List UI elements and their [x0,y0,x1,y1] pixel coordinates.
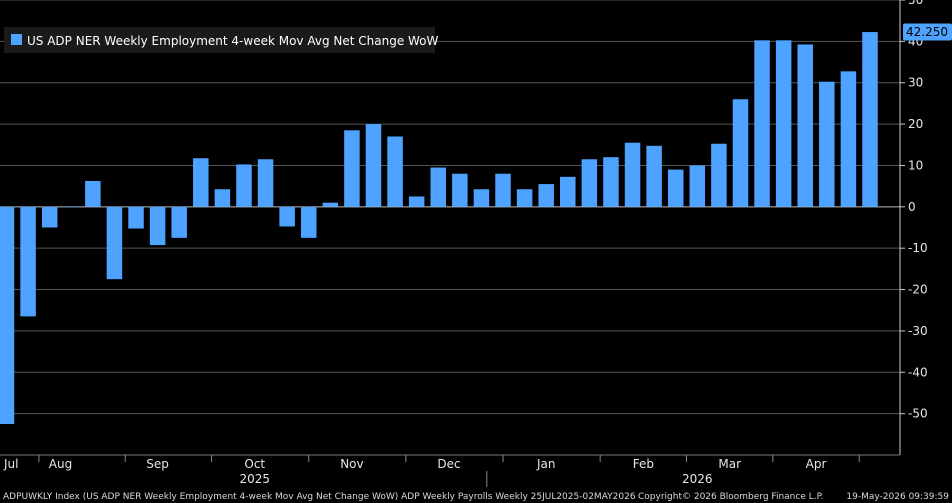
bar [344,130,360,207]
y-tick-label: 50 [908,0,923,7]
legend: US ADP NER Weekly Employment 4-week Mov … [4,27,439,53]
bar [387,136,403,207]
x-tick-label: Oct [244,457,265,471]
gridlines [0,0,900,415]
bar [365,124,382,207]
bar [646,145,662,207]
footer-copyright: Copyright© 2026 Bloomberg Finance L.P. [638,492,823,502]
bar [560,176,576,207]
bar [193,158,209,207]
bar [603,157,619,207]
legend-label: US ADP NER Weekly Employment 4-week Mov … [27,34,439,48]
legend-swatch [11,34,22,45]
y-tick-label: 30 [908,76,923,90]
bar [128,206,144,229]
bar [20,206,36,317]
bar [624,142,641,207]
y-tick-label: -10 [908,241,928,255]
bar [819,81,835,207]
bar [516,189,533,207]
x-year-label: 2025 [239,472,270,486]
bar [430,167,446,207]
bar [0,206,15,424]
footer-timestamp: 19-May-2026 09:39:59 [846,492,949,502]
footer-source: ADPUWKLY Index (US ADP NER Weekly Employ… [3,492,636,502]
x-year-label: 2026 [682,472,713,486]
legend-box [4,27,435,53]
y-tick-label: -50 [908,407,928,421]
bar [63,206,80,208]
bar [581,159,598,207]
y-tick-label: 0 [908,200,916,214]
x-tick-label: Aug [49,457,72,471]
x-tick-label: Apr [806,457,827,471]
bar [171,206,187,238]
last-value-text: 42.250 [906,25,948,39]
bar [279,206,295,227]
bar [214,189,231,207]
bar [300,206,317,238]
bar [797,44,813,207]
y-tick-label: 20 [908,117,923,131]
bar [452,173,468,207]
bar [322,202,339,207]
bar [667,169,684,207]
x-axis: Jul Aug Sep Oct Nov Dec Jan Feb Mar Apr 2025 2026 [0,454,900,487]
x-tick-label: Jul [3,457,18,471]
x-tick-label: Nov [340,457,363,471]
x-tick-label: Sep [146,457,169,471]
last-value-label: 42.250 [903,23,952,41]
bar [106,206,123,280]
last-value-box [903,23,952,41]
bar [754,40,770,207]
bar [689,165,706,207]
bar [840,71,857,207]
bar [41,206,58,228]
x-tick-label: Dec [437,457,460,471]
y-tick-label: -40 [908,365,928,379]
bar [257,159,274,207]
bars [0,32,878,424]
bar [711,143,727,207]
x-tick-label: Feb [633,457,654,471]
x-tick-label: Jan [536,457,556,471]
footer: ADPUWKLY Index (US ADP NER Weekly Employ… [3,492,949,502]
bar [408,196,425,207]
x-tick-label: Mar [718,457,741,471]
y-tick-label: -30 [908,324,928,338]
bar [538,184,554,207]
bar [862,32,878,207]
bar [149,206,166,246]
bar [473,189,490,207]
y-tick-label: -20 [908,283,928,297]
y-tick-label: 10 [908,158,923,172]
bar [236,164,252,207]
bar [775,40,792,207]
bar [85,180,101,207]
bar [495,173,511,207]
bar [732,99,749,207]
